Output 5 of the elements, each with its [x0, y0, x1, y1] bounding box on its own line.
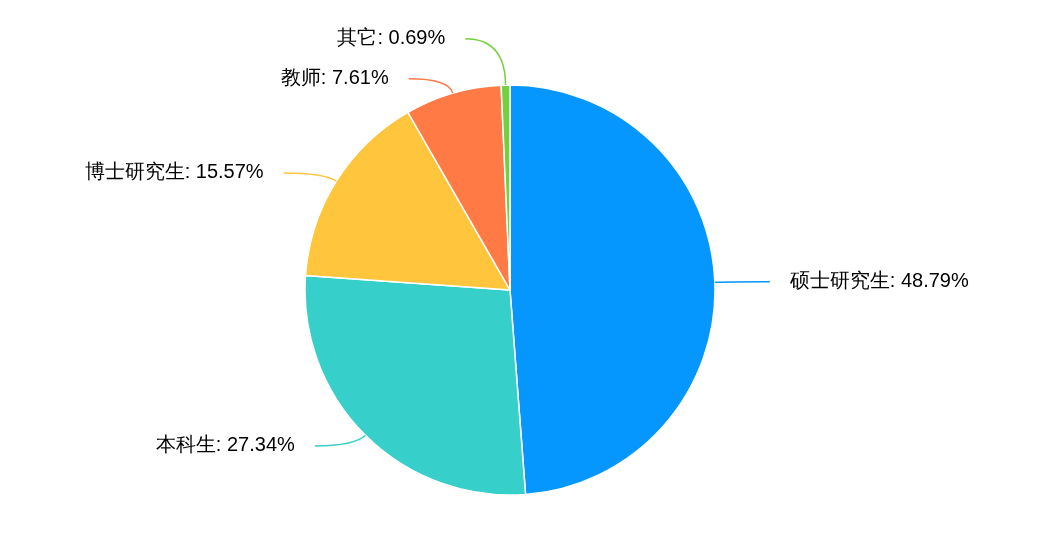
slice-label: 本科生: 27.34%	[155, 433, 296, 456]
slice-label: 教师: 7.61%	[280, 66, 389, 88]
slice-label: 硕士研究生: 48.79%	[788, 268, 969, 291]
slice-label: 其它: 0.69%	[337, 26, 446, 48]
slice-label: 博士研究生: 15.57%	[84, 160, 264, 183]
